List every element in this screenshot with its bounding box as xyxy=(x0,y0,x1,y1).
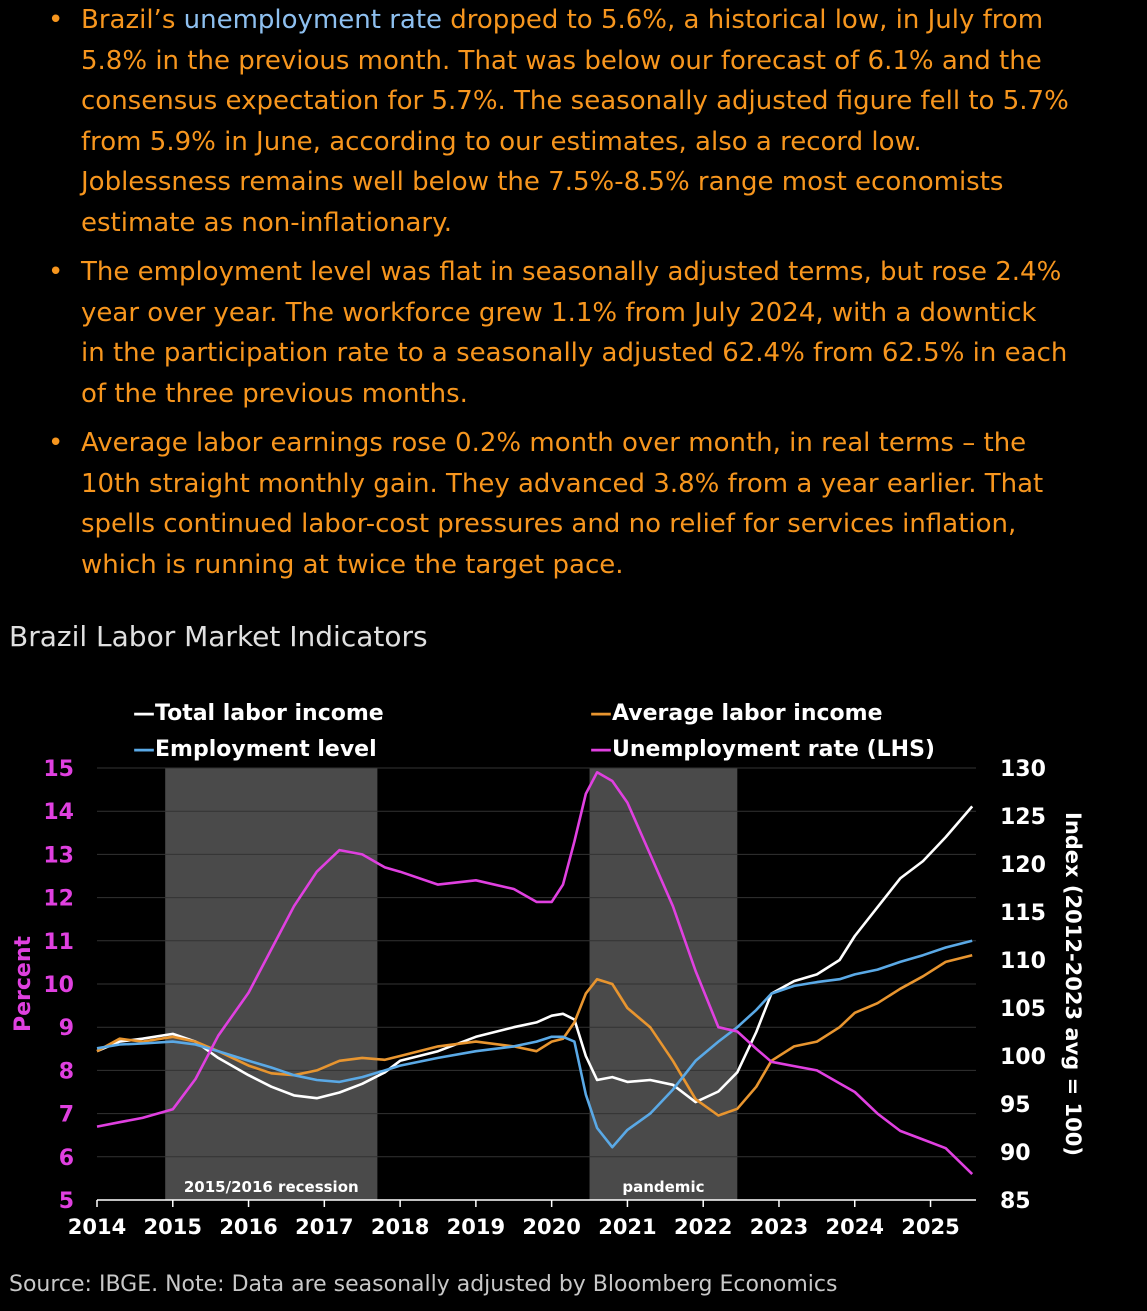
legend-swatch-icon: — xyxy=(590,701,612,726)
legend-label: Unemployment rate (LHS) xyxy=(612,737,935,762)
bullet-line: in the participation rate to a seasonall… xyxy=(81,338,1068,368)
bullet-line: Average labor earnings rose 0.2% month o… xyxy=(81,428,1027,458)
right-axis-title: Index (2012-2023 avg = 100) xyxy=(1061,812,1085,1156)
right-tick-label: 100 xyxy=(1000,1045,1046,1070)
source-note: Source: IBGE. Note: Data are seasonally … xyxy=(9,1272,838,1297)
left-tick-label: 9 xyxy=(59,1016,74,1041)
legend-label: Total labor income xyxy=(155,701,384,726)
bullet-line: of the three previous months. xyxy=(81,378,468,409)
x-tick-label: 2024 xyxy=(826,1215,884,1239)
right-tick-label: 125 xyxy=(1000,805,1046,830)
bullet-text: Average labor earnings rose 0.2% month o… xyxy=(81,423,1141,585)
legend-entry: —Average labor income xyxy=(590,701,883,726)
left-tick-label: 14 xyxy=(43,800,74,825)
legend-swatch-icon: — xyxy=(133,737,155,762)
x-tick-label: 2022 xyxy=(674,1215,732,1239)
right-tick-label: 95 xyxy=(1000,1093,1031,1118)
legend-label: Employment level xyxy=(155,737,377,762)
left-tick-label: 12 xyxy=(43,887,74,912)
right-tick-label: 120 xyxy=(1000,853,1046,878)
bullet-point-icon: • xyxy=(48,428,64,458)
series-lines xyxy=(96,771,974,1176)
bullet-point-icon: • xyxy=(48,5,64,35)
legend-entry: —Total labor income xyxy=(133,701,384,726)
right-tick-label: 115 xyxy=(1000,901,1046,926)
x-tick-label: 2014 xyxy=(68,1215,126,1239)
x-tick-label: 2025 xyxy=(901,1215,959,1239)
bullet-line: consensus expectation for 5.7%. The seas… xyxy=(81,86,1069,116)
chart-title: Brazil Labor Market Indicators xyxy=(9,620,428,653)
bullet-point-icon: • xyxy=(48,257,64,287)
x-tick-label: 2021 xyxy=(598,1215,656,1239)
bullet-line-rest: dropped to 5.6%, a historical low, in Ju… xyxy=(442,5,1044,35)
labor-market-chart: 2015/2016 recession pandemic 2014 2015 2016… xyxy=(11,701,1085,1239)
bullet-prefix: Brazil’s xyxy=(81,5,184,35)
legend-swatch-icon: — xyxy=(590,737,612,762)
left-tick-label: 8 xyxy=(59,1059,74,1084)
bullet-line: spells continued labor-cost pressures an… xyxy=(81,509,1017,539)
legend-entry: —Unemployment rate (LHS) xyxy=(590,737,935,762)
left-tick-label: 13 xyxy=(43,843,74,868)
bullet-line: Joblessness remains well below the 7.5%-… xyxy=(81,167,1004,197)
shaded-period-label: pandemic xyxy=(622,1178,704,1196)
series-line-average-labor-income xyxy=(96,953,973,1117)
right-tick-label: 85 xyxy=(1000,1189,1031,1214)
right-tick-label: 130 xyxy=(1000,757,1046,782)
series-line-employment-level xyxy=(96,939,973,1149)
axes: 2014 2015 2016 2017 2018 2019 2020 2021 2022 2023… xyxy=(11,757,1085,1239)
legend-entry: —Employment level xyxy=(133,737,377,762)
right-tick-label: 90 xyxy=(1000,1141,1031,1166)
x-tick-label: 2019 xyxy=(447,1215,505,1239)
bullet-line: estimate as non-inflationary. xyxy=(81,207,453,238)
x-tick-label: 2015 xyxy=(144,1215,202,1239)
legend-label: Average labor income xyxy=(612,701,883,726)
left-axis-title: Percent xyxy=(11,936,36,1033)
left-tick-label: 7 xyxy=(59,1103,74,1128)
x-tick-label: 2017 xyxy=(295,1215,353,1239)
x-tick-label: 2023 xyxy=(750,1215,808,1239)
bullet-text: Brazil’s unemployment rate dropped to 5.… xyxy=(81,0,1141,243)
legend-swatch-icon: — xyxy=(133,701,155,726)
x-tick-label: 2020 xyxy=(522,1215,580,1239)
legend: —Total labor income —Average labor income… xyxy=(133,701,935,762)
left-tick-label: 5 xyxy=(59,1189,74,1214)
bullet-line: The employment level was flat in seasona… xyxy=(81,257,1062,287)
bullet-line: Brazil’s unemployment rate dropped to 5.… xyxy=(81,0,1141,41)
left-tick-label: 6 xyxy=(59,1146,74,1171)
bullet-line: which is running at twice the target pac… xyxy=(81,549,624,580)
left-tick-label: 11 xyxy=(43,930,74,955)
series-line-unemployment-rate xyxy=(96,771,974,1176)
x-tick-label: 2016 xyxy=(219,1215,277,1239)
bullet-text: The employment level was flat in seasona… xyxy=(81,252,1141,414)
bullet-line: year over year. The workforce grew 1.1% … xyxy=(81,297,1037,328)
x-tick-label: 2018 xyxy=(371,1215,429,1239)
left-tick-label: 10 xyxy=(43,973,74,998)
right-tick-label: 105 xyxy=(1000,997,1046,1022)
shaded-period-label: 2015/2016 recession xyxy=(184,1178,359,1196)
bullet-line: from 5.9% in June, according to our esti… xyxy=(81,126,922,157)
bullet-line: 10th straight monthly gain. They advance… xyxy=(81,468,1044,499)
bullet-line: 5.8% in the previous month. That was bel… xyxy=(81,45,1042,76)
left-tick-label: 15 xyxy=(43,757,74,782)
right-tick-label: 110 xyxy=(1000,949,1046,974)
unemployment-rate-link[interactable]: unemployment rate xyxy=(183,5,443,35)
